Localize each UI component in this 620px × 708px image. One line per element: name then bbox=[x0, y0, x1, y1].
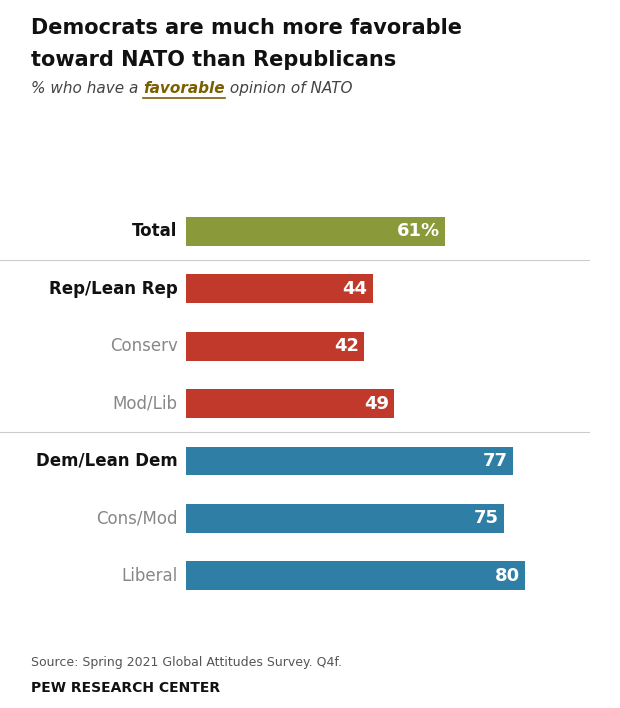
Text: 61%: 61% bbox=[397, 222, 440, 240]
Text: 44: 44 bbox=[343, 280, 368, 298]
Text: Total: Total bbox=[132, 222, 177, 240]
Text: toward NATO than Republicans: toward NATO than Republicans bbox=[31, 50, 396, 69]
Text: Cons/Mod: Cons/Mod bbox=[96, 509, 177, 527]
Text: 80: 80 bbox=[495, 567, 520, 585]
Text: Rep/Lean Rep: Rep/Lean Rep bbox=[49, 280, 177, 298]
Bar bbox=[186, 217, 445, 246]
Text: 42: 42 bbox=[334, 337, 359, 355]
Bar bbox=[186, 447, 513, 475]
Text: % who have a: % who have a bbox=[31, 81, 143, 96]
Bar bbox=[186, 504, 504, 532]
Bar bbox=[186, 561, 525, 590]
Text: Mod/Lib: Mod/Lib bbox=[112, 394, 177, 413]
Bar bbox=[186, 389, 394, 418]
Text: 49: 49 bbox=[364, 394, 389, 413]
Text: Source: Spring 2021 Global Attitudes Survey. Q4f.: Source: Spring 2021 Global Attitudes Sur… bbox=[31, 656, 342, 669]
Text: Liberal: Liberal bbox=[122, 567, 177, 585]
Text: PEW RESEARCH CENTER: PEW RESEARCH CENTER bbox=[31, 681, 220, 695]
Bar bbox=[186, 332, 364, 360]
Text: Conserv: Conserv bbox=[110, 337, 177, 355]
Text: Democrats are much more favorable: Democrats are much more favorable bbox=[31, 18, 462, 38]
Text: 77: 77 bbox=[482, 452, 508, 470]
Text: opinion of NATO: opinion of NATO bbox=[225, 81, 352, 96]
Text: Dem/Lean Dem: Dem/Lean Dem bbox=[36, 452, 177, 470]
Text: 75: 75 bbox=[474, 509, 499, 527]
Text: favorable: favorable bbox=[143, 81, 225, 96]
Bar bbox=[186, 275, 373, 303]
